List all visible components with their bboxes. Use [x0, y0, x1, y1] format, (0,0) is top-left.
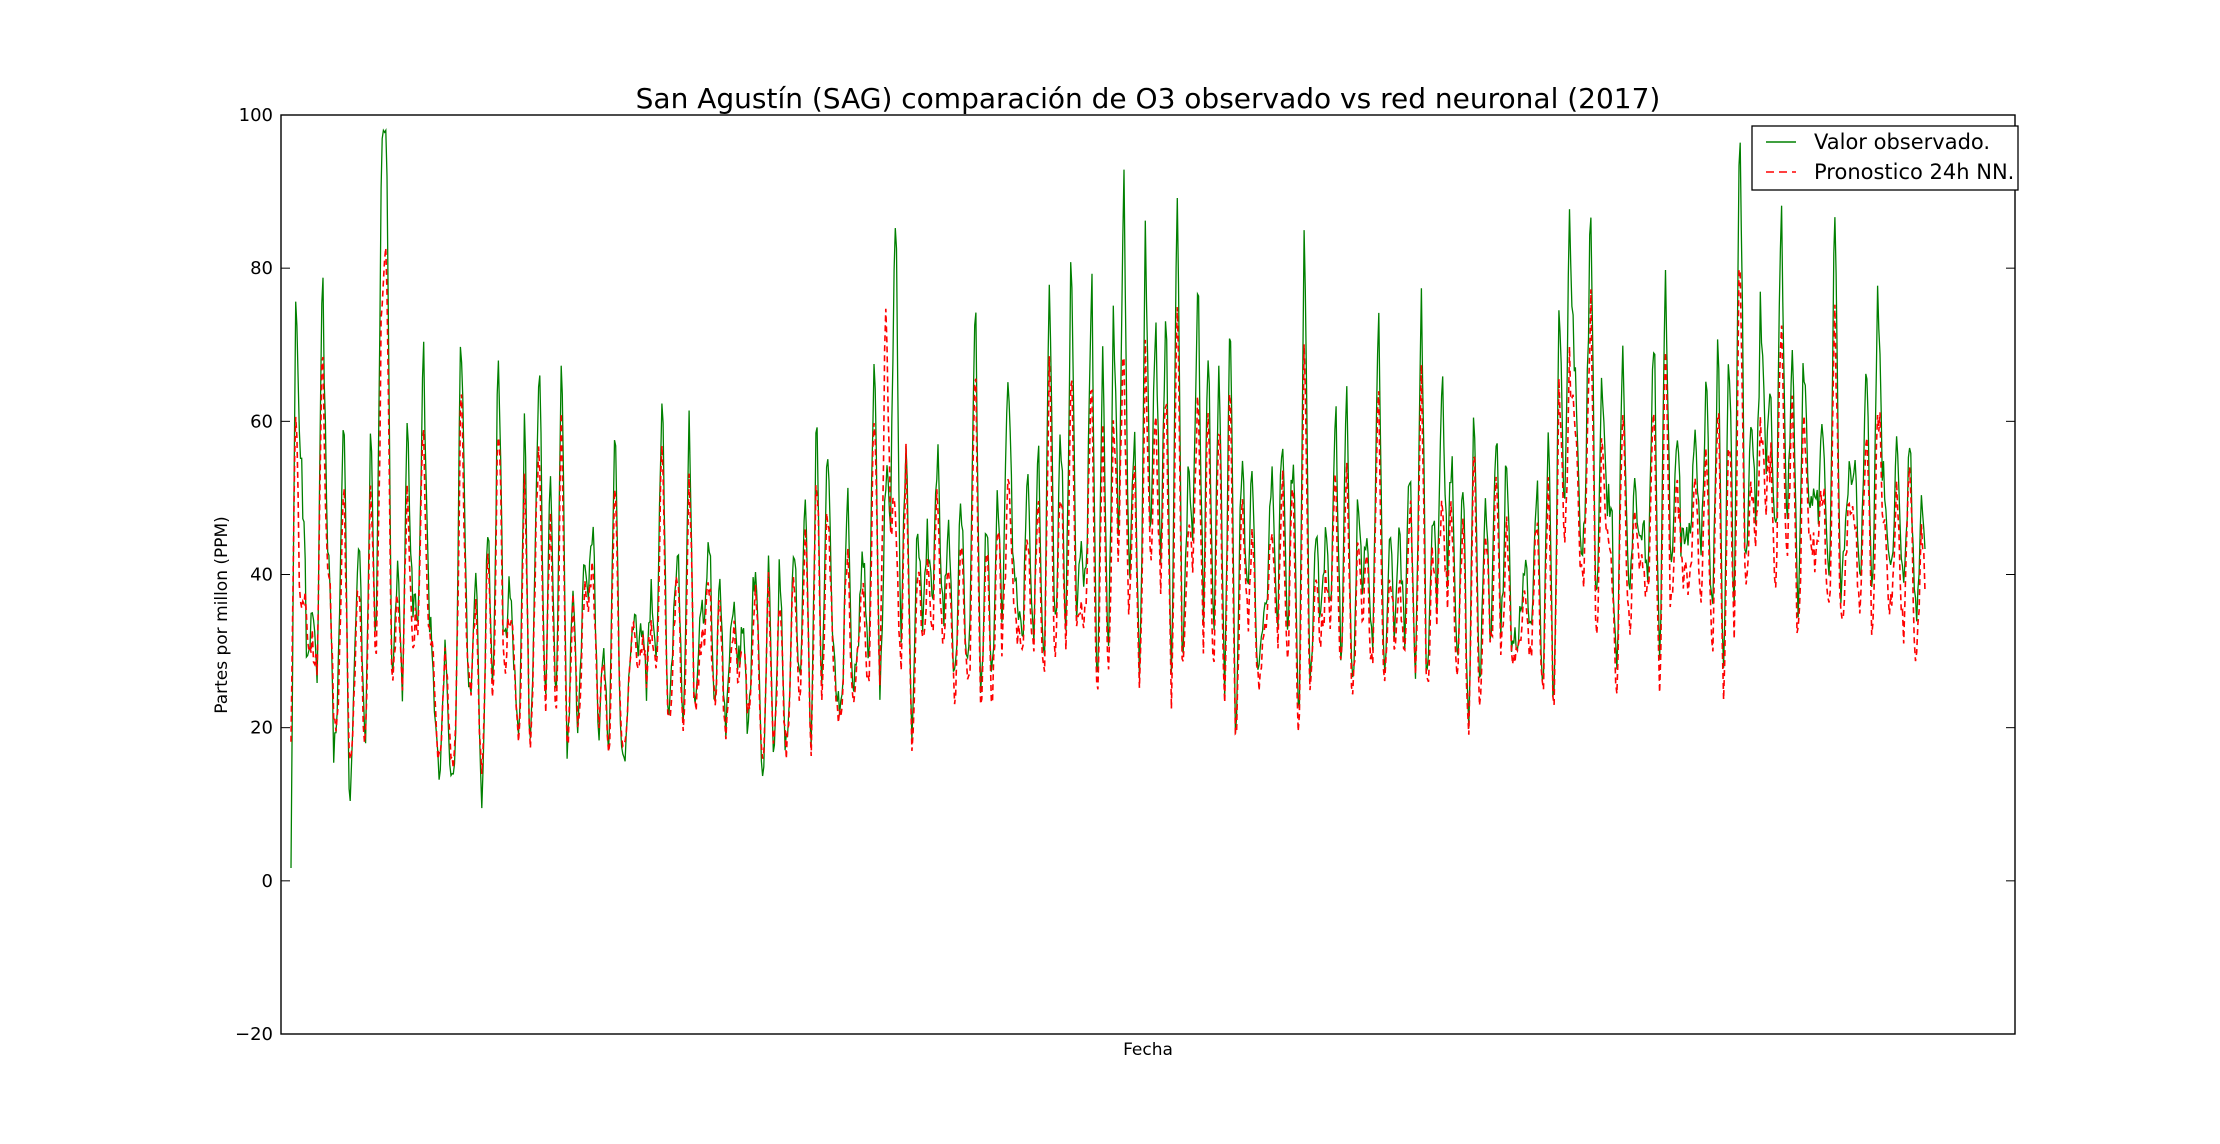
y-tick-label: 60: [250, 411, 273, 432]
y-axis-label: Partes por millon (PPM): [212, 516, 232, 714]
y-tick-label: −20: [235, 1024, 273, 1045]
y-tick-label: 40: [250, 565, 273, 586]
chart-title: San Agustín (SAG) comparación de O3 obse…: [636, 82, 1661, 115]
series-lines: [290, 128, 1926, 869]
y-tick-label: 80: [250, 258, 273, 279]
legend-box: [1751, 125, 2019, 191]
legend: Valor observado. Pronostico 24h NN.: [1751, 125, 2019, 191]
y-ticks: −20 0 20 40 60 80 100: [235, 105, 2015, 1045]
y-tick-label: 100: [239, 105, 273, 126]
series-line-forecast: [290, 247, 1926, 775]
y-tick-label: 0: [262, 871, 273, 892]
x-axis-label: Fecha: [1123, 1040, 1173, 1060]
legend-label-forecast: Pronostico 24h NN.: [1814, 160, 2014, 184]
legend-label-observed: Valor observado.: [1814, 130, 1990, 154]
y-tick-label: 20: [250, 718, 273, 739]
plot-frame: [280, 114, 2016, 1035]
series-line-observed: [290, 128, 1926, 869]
